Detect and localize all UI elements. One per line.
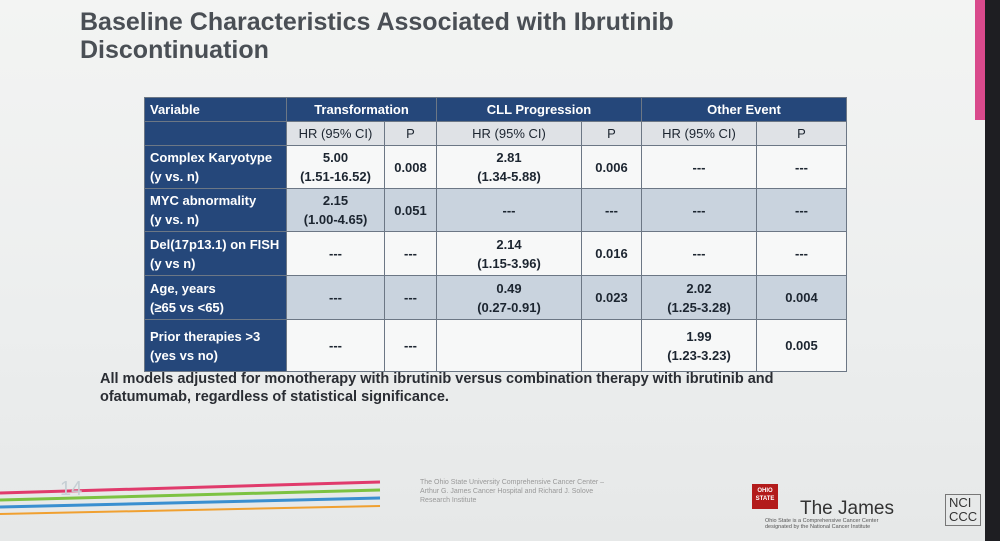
slide-number: 14 bbox=[60, 478, 83, 500]
cell: 2.15 (1.00-4.65) bbox=[286, 188, 385, 232]
cell: 0.49 (0.27-0.91) bbox=[436, 275, 582, 320]
stripe bbox=[0, 505, 381, 515]
cell: 0.016 bbox=[581, 231, 642, 276]
cell bbox=[581, 319, 642, 372]
cell: 0.005 bbox=[756, 319, 847, 372]
table-row: Prior therapies >3 (yes vs no) --- --- 1.99… bbox=[144, 319, 847, 372]
title: Baseline Characteristics Associated with… bbox=[80, 8, 674, 64]
column-header: Variable bbox=[144, 97, 287, 122]
subheader: HR (95% CI) bbox=[436, 121, 582, 146]
table-row: Age, years (≥65 vs <65) --- --- 0.49 (0.27-… bbox=[144, 275, 847, 320]
cell: 2.81 (1.34-5.88) bbox=[436, 145, 582, 189]
table-row: MYC abnormality (y vs. n) 2.15 (1.00-4.65… bbox=[144, 188, 847, 232]
cell: --- bbox=[286, 275, 385, 320]
subheader-row: HR (95% CI) P HR (95% CI) P HR (95% CI) P bbox=[144, 121, 847, 146]
footnote: All models adjusted for monotherapy with… bbox=[100, 371, 774, 405]
header-row: Variable Transformation CLL Progression Oth… bbox=[144, 97, 847, 122]
cell: --- bbox=[756, 188, 847, 232]
cell: --- bbox=[756, 145, 847, 189]
subheader: P bbox=[756, 121, 847, 146]
cell: 0.023 bbox=[581, 275, 642, 320]
cell bbox=[436, 319, 582, 372]
cell: 0.006 bbox=[581, 145, 642, 189]
cell: --- bbox=[384, 319, 437, 372]
cell: --- bbox=[641, 231, 757, 276]
cell: 2.14 (1.15-3.96) bbox=[436, 231, 582, 276]
row-label: Prior therapies >3 (yes vs no) bbox=[144, 319, 287, 372]
logo-badge: OHIO STATE bbox=[752, 484, 778, 509]
cell: --- bbox=[436, 188, 582, 232]
subheader: HR (95% CI) bbox=[286, 121, 385, 146]
row-label: Del(17p13.1) on FISH (y vs n) bbox=[144, 231, 287, 276]
nci-logo: NCI CCC bbox=[945, 494, 982, 526]
subheader-cell bbox=[144, 121, 287, 146]
stripe bbox=[0, 496, 381, 509]
cell: --- bbox=[384, 275, 437, 320]
subheader: P bbox=[384, 121, 437, 146]
cell: 0.004 bbox=[756, 275, 847, 320]
cell: 1.99 (1.23-3.23) bbox=[641, 319, 757, 372]
cell: --- bbox=[384, 231, 437, 276]
subheader: P bbox=[581, 121, 642, 146]
row-label: Complex Karyotype (y vs. n) bbox=[144, 145, 287, 189]
stripe bbox=[0, 488, 381, 502]
table: Variable Transformation CLL Progression Oth… bbox=[144, 97, 847, 372]
column-header: Other Event bbox=[641, 97, 847, 122]
cell: 0.051 bbox=[384, 188, 437, 232]
institution: The Ohio State University Comprehensive … bbox=[420, 479, 605, 504]
cell: --- bbox=[756, 231, 847, 276]
row-label: Age, years (≥65 vs <65) bbox=[144, 275, 287, 320]
cell: --- bbox=[286, 319, 385, 372]
table-row: Del(17p13.1) on FISH (y vs n) --- --- 2.14 … bbox=[144, 231, 847, 276]
stripe bbox=[0, 480, 381, 495]
cell: --- bbox=[286, 231, 385, 276]
edge-accent bbox=[975, 0, 985, 120]
column-header: Transformation bbox=[286, 97, 437, 122]
cell: 2.02 (1.25-3.28) bbox=[641, 275, 757, 320]
cell: --- bbox=[641, 188, 757, 232]
logo-tagline: Ohio State is a Comprehensive Cancer Cen… bbox=[765, 518, 879, 530]
subheader: HR (95% CI) bbox=[641, 121, 757, 146]
cell: --- bbox=[641, 145, 757, 189]
table-row: Complex Karyotype (y vs. n) 5.00 (1.51-16… bbox=[144, 145, 847, 189]
column-header: CLL Progression bbox=[436, 97, 642, 122]
logo-name: The James bbox=[800, 498, 894, 519]
cell: 0.008 bbox=[384, 145, 437, 189]
cell: 5.00 (1.51-16.52) bbox=[286, 145, 385, 189]
cell: --- bbox=[581, 188, 642, 232]
row-label: MYC abnormality (y vs. n) bbox=[144, 188, 287, 232]
